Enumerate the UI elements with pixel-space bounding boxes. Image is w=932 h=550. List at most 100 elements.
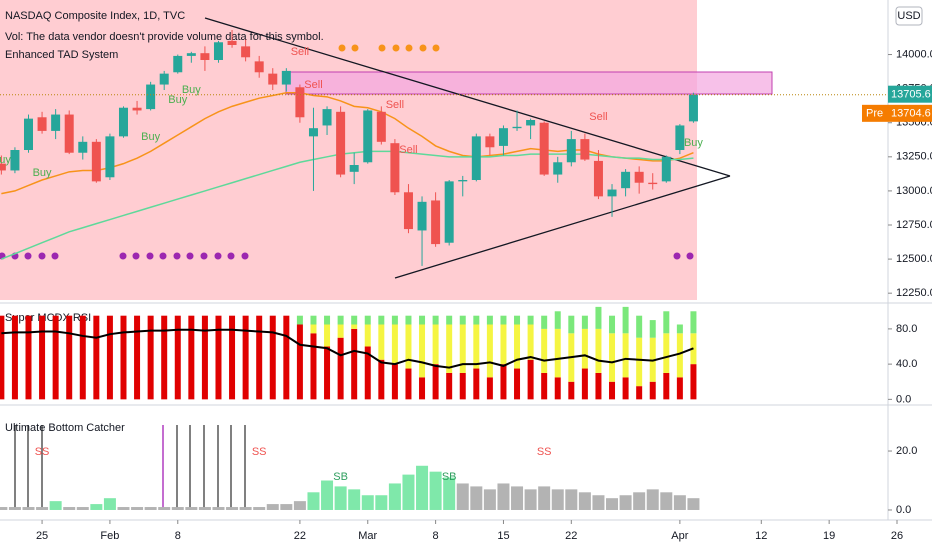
stack-segment bbox=[486, 324, 493, 378]
stack-segment bbox=[690, 364, 697, 400]
x-tick-label: 25 bbox=[36, 530, 48, 542]
histogram-bar bbox=[660, 492, 673, 510]
histogram-bar bbox=[253, 507, 266, 510]
stack-segment bbox=[66, 315, 73, 400]
stack-segment bbox=[364, 324, 371, 347]
stack-segment bbox=[595, 372, 602, 400]
histogram-bar bbox=[687, 498, 700, 510]
stack-segment bbox=[500, 324, 507, 365]
candle-body bbox=[37, 117, 47, 131]
moving-average bbox=[1, 150, 694, 260]
stack-segment bbox=[663, 372, 670, 400]
stack-segment bbox=[0, 315, 5, 400]
rsi-line bbox=[1, 328, 694, 369]
stack-segment bbox=[622, 306, 629, 334]
stack-segment bbox=[391, 315, 398, 325]
annotation: SS bbox=[537, 446, 552, 458]
candle-body bbox=[213, 42, 223, 60]
histogram-bar bbox=[388, 483, 401, 510]
histogram-bar bbox=[36, 507, 49, 510]
candle-body bbox=[295, 87, 305, 118]
stack-segment bbox=[120, 315, 127, 400]
candle-body bbox=[526, 120, 536, 126]
signal-label: Sell bbox=[291, 46, 309, 58]
stack-segment bbox=[296, 315, 303, 325]
histogram-bar bbox=[375, 495, 388, 510]
y-tick-label: 13500.0 bbox=[896, 117, 932, 129]
stack-segment bbox=[364, 346, 371, 400]
stack-segment bbox=[432, 315, 439, 325]
candle-body bbox=[173, 55, 183, 73]
histogram-bar bbox=[103, 498, 116, 510]
stack-segment bbox=[174, 315, 181, 400]
candle-body bbox=[146, 84, 156, 110]
stack-segment bbox=[554, 328, 561, 378]
x-tick-label: 22 bbox=[565, 530, 577, 542]
histogram-bar bbox=[646, 489, 659, 510]
candle-body bbox=[417, 201, 427, 231]
histogram-bar bbox=[565, 489, 578, 510]
stack-segment bbox=[568, 381, 575, 400]
currency[interactable]: USD bbox=[897, 10, 920, 22]
histogram-bar bbox=[49, 501, 62, 510]
stack-segment bbox=[106, 315, 113, 400]
annotation: SS bbox=[252, 446, 267, 458]
candle-body bbox=[376, 111, 386, 142]
candle-body bbox=[118, 107, 128, 137]
stack-segment bbox=[459, 315, 466, 325]
stack-segment bbox=[391, 324, 398, 365]
candle-body bbox=[458, 180, 468, 182]
stack-segment bbox=[324, 324, 331, 347]
signal-label: Sell bbox=[304, 79, 322, 91]
candle-body bbox=[634, 171, 644, 183]
candle-body bbox=[431, 200, 441, 245]
annotation: SB bbox=[333, 471, 348, 483]
stack-segment bbox=[554, 311, 561, 329]
stack-segment bbox=[134, 315, 141, 400]
stack-segment bbox=[609, 381, 616, 400]
histogram-bar bbox=[470, 486, 483, 510]
histogram-bar bbox=[524, 489, 537, 510]
histogram-bar bbox=[198, 507, 211, 510]
signal-label: Buy bbox=[168, 94, 187, 106]
stack-segment bbox=[473, 324, 480, 369]
candle-body bbox=[349, 165, 359, 172]
stack-segment bbox=[324, 346, 331, 400]
candle-body bbox=[553, 162, 563, 175]
stack-segment bbox=[215, 315, 222, 400]
candle-body bbox=[471, 136, 481, 180]
resistance-zone bbox=[285, 71, 773, 95]
candle-body bbox=[580, 139, 590, 160]
histogram-bar bbox=[348, 489, 361, 510]
histogram-bar bbox=[334, 486, 347, 510]
stack-segment bbox=[378, 324, 385, 360]
note: Vol: The data vendor doesn't provide vol… bbox=[5, 31, 324, 43]
trend-line bbox=[204, 17, 731, 177]
candle-body bbox=[498, 128, 508, 146]
candle-body bbox=[512, 126, 522, 129]
candle-body bbox=[675, 125, 685, 150]
stack-segment bbox=[514, 324, 521, 369]
pre-price: 13704.6 bbox=[891, 108, 931, 120]
stack-segment bbox=[364, 315, 371, 325]
histogram-bar bbox=[239, 507, 252, 510]
candle-body bbox=[159, 73, 169, 85]
signal-label: Sell bbox=[399, 144, 417, 156]
candle-body bbox=[268, 73, 278, 85]
moving-average bbox=[1, 91, 694, 195]
stack-segment bbox=[663, 311, 670, 334]
signal-label: Buy bbox=[33, 167, 52, 179]
candle-body bbox=[105, 136, 115, 178]
currency-box[interactable] bbox=[895, 6, 923, 26]
x-tick-label: 22 bbox=[294, 530, 306, 542]
histogram-bar bbox=[8, 507, 21, 510]
stack-segment bbox=[337, 315, 344, 325]
purple-dots bbox=[0, 252, 694, 260]
histogram-bar bbox=[497, 483, 510, 510]
candle-body bbox=[403, 192, 413, 230]
stack-segment bbox=[378, 315, 385, 325]
stack-segment bbox=[39, 315, 46, 400]
signal-label: Sell bbox=[386, 99, 404, 111]
stack-segment bbox=[636, 386, 643, 400]
stack-segment bbox=[541, 328, 548, 373]
